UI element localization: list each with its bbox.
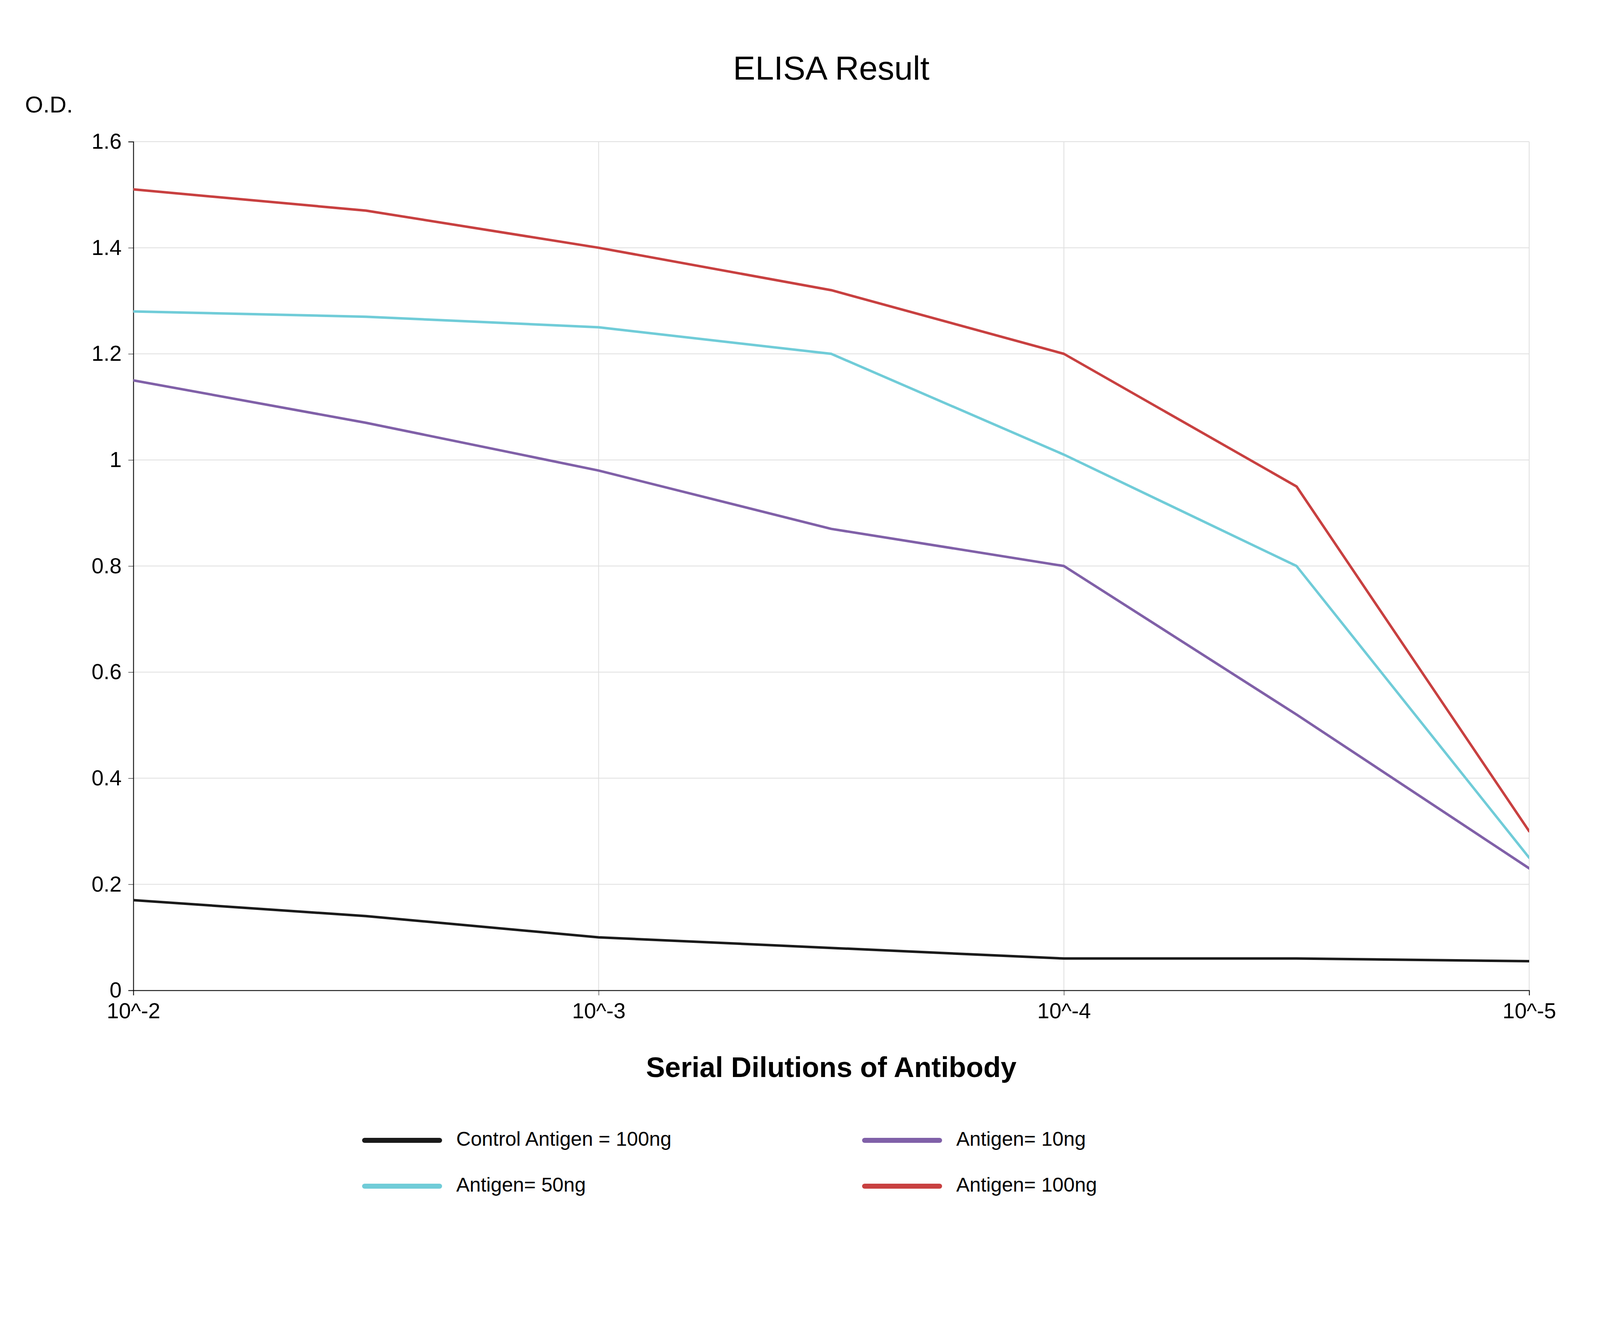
- x-tick: 10^-5: [1502, 990, 1556, 1023]
- y-tick-mark: [128, 247, 134, 249]
- series-line: [133, 189, 1530, 832]
- y-tick-label: 0.8: [91, 553, 122, 578]
- y-tick-label: 0: [109, 977, 122, 1003]
- chart: 10^-2 10^-3 10^-4 10^-5 0 0.2 0.4 0.6 0.8 1 1.2 1.4…: [0, 0, 1600, 1332]
- y-tick-label: 1: [109, 447, 122, 472]
- y-grid-line: [133, 883, 1530, 885]
- y-tick-mark: [128, 884, 134, 885]
- y-grid-line: [133, 777, 1530, 779]
- x-tick-label: 10^-5: [1502, 998, 1556, 1023]
- x-tick-mark: [598, 990, 600, 996]
- y-tick-label: 0.6: [91, 659, 122, 684]
- legend-item: Control Antigen = 100ng: [364, 1127, 672, 1150]
- x-axis-line: [133, 990, 1530, 996]
- y-tick-mark: [128, 460, 134, 461]
- x-axis-label: Serial Dilutions of Antibody: [645, 1051, 1017, 1083]
- y-tick: 0: [109, 977, 134, 1003]
- legend-swatch: [864, 1183, 940, 1189]
- x-axis: 10^-2 10^-3 10^-4 10^-5: [106, 990, 1556, 1023]
- chart-title: ELISA Result: [732, 49, 930, 87]
- y-tick-mark: [128, 141, 134, 143]
- y-tick: 0.4: [91, 765, 134, 790]
- y-tick: 0.6: [91, 659, 134, 684]
- legend-item: Antigen= 50ng: [364, 1173, 586, 1196]
- y-grid-line: [133, 247, 1530, 249]
- legend-label: Antigen= 50ng: [456, 1173, 586, 1196]
- y-grid-line: [133, 671, 1530, 673]
- x-grid-line: [598, 141, 600, 991]
- legend-label: Control Antigen = 100ng: [456, 1127, 672, 1150]
- y-tick-label: 1.4: [91, 235, 122, 260]
- y-tick: 1: [109, 447, 134, 472]
- legend-item: Antigen= 10ng: [864, 1127, 1086, 1150]
- legend-swatch: [864, 1137, 940, 1143]
- series-line: [133, 380, 1530, 869]
- y-grid-line: [133, 565, 1530, 567]
- y-tick: 0.2: [91, 872, 134, 897]
- x-tick-mark: [1529, 990, 1530, 996]
- y-tick-label: 1.2: [91, 341, 122, 366]
- y-tick-mark: [128, 566, 134, 567]
- y-tick: 1.6: [91, 129, 134, 154]
- legend: Control Antigen = 100ng Antigen= 10ng Anti…: [364, 1127, 1098, 1196]
- y-tick: 1.2: [91, 341, 134, 366]
- legend-label: Antigen= 10ng: [956, 1127, 1086, 1150]
- y-axis-line: [128, 142, 134, 991]
- y-tick-mark: [128, 778, 134, 779]
- x-grid-line: [1528, 141, 1530, 991]
- legend-item: Antigen= 100ng: [864, 1173, 1098, 1196]
- y-tick-mark: [128, 990, 134, 991]
- series-line: [133, 311, 1530, 858]
- y-tick-mark: [128, 353, 134, 355]
- x-tick-mark: [1063, 990, 1065, 996]
- series-line: [133, 900, 1530, 962]
- grid: [133, 141, 1530, 991]
- legend-swatch: [364, 1183, 440, 1189]
- y-tick-label: 1.6: [91, 129, 122, 154]
- y-axis: 0 0.2 0.4 0.6 0.8 1 1.2 1.4 1.6: [91, 129, 134, 1003]
- x-tick: 10^-4: [1037, 990, 1091, 1023]
- y-grid-line: [133, 141, 1530, 143]
- y-tick: 1.4: [91, 235, 134, 260]
- x-tick-label: 10^-3: [572, 998, 626, 1023]
- y-axis-label: O.D.: [25, 91, 73, 118]
- y-tick-mark: [128, 672, 134, 673]
- x-tick-label: 10^-4: [1037, 998, 1091, 1023]
- x-tick-mark: [133, 990, 134, 996]
- y-tick-label: 0.4: [91, 765, 122, 790]
- legend-swatch: [364, 1137, 440, 1143]
- x-tick: 10^-3: [572, 990, 626, 1023]
- y-tick: 0.8: [91, 553, 134, 578]
- y-grid-line: [133, 459, 1530, 461]
- y-tick-label: 0.2: [91, 872, 122, 897]
- legend-label: Antigen= 100ng: [956, 1173, 1098, 1196]
- lines: [133, 189, 1530, 962]
- x-tick-label: 10^-2: [106, 998, 160, 1023]
